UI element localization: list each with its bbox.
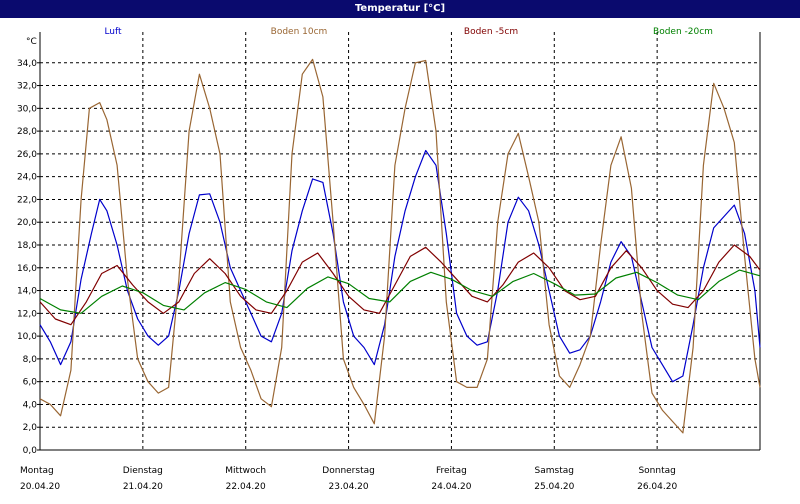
x-weekday-label: Freitag (436, 466, 467, 476)
y-tick-label: 8,0 (23, 355, 38, 365)
legend-entry: Boden -20cm (653, 27, 713, 37)
chart-title: Temperatur [°C] (0, 0, 800, 18)
y-tick-label: 20,0 (17, 218, 37, 228)
y-tick-label: 6,0 (23, 378, 38, 388)
temperature-chart: 0,0 2,0 4,0 6,0 8,0 10,0 12,0 14,0 16,0 18,0 20,0 2… (17, 27, 761, 492)
y-tick-label: 16,0 (17, 264, 37, 274)
x-date-label: 21.04.20 (123, 482, 163, 492)
series-line (39, 149, 761, 383)
x-weekday-label: Donnerstag (322, 466, 375, 476)
y-tick-label: 32,0 (17, 82, 37, 92)
series-line (39, 58, 761, 434)
x-weekday-label: Mittwoch (225, 466, 266, 476)
y-tick-label: 24,0 (17, 173, 37, 183)
x-weekday-label: Sonntag (638, 466, 675, 476)
x-date-label: 22.04.20 (226, 482, 266, 492)
x-date-label: 26.04.20 (637, 482, 677, 492)
y-tick-label: 18,0 (17, 241, 37, 251)
legend-entry: Luft (104, 27, 122, 37)
x-date-label: 25.04.20 (534, 482, 574, 492)
series-line (39, 269, 761, 314)
x-weekday-label: Montag (20, 466, 54, 476)
y-tick-label: 10,0 (17, 332, 37, 342)
y-tick-label: 4,0 (23, 400, 38, 410)
y-tick-label: 22,0 (17, 195, 37, 205)
y-tick-label: 26,0 (17, 150, 37, 160)
x-weekday-label: Dienstag (123, 466, 163, 476)
y-tick-label: 12,0 (17, 309, 37, 319)
y-tick-label: 2,0 (23, 423, 38, 433)
series-line (39, 244, 761, 326)
legend-entry: Boden -5cm (464, 27, 518, 37)
y-tick-label: 34,0 (17, 59, 37, 69)
x-date-label: 23.04.20 (329, 482, 369, 492)
y-axis-unit: °C (26, 37, 37, 47)
x-weekday-label: Samstag (535, 466, 574, 476)
y-tick-label: 28,0 (17, 127, 37, 137)
y-tick-label: 14,0 (17, 287, 37, 297)
x-date-label: 20.04.20 (20, 482, 60, 492)
legend-entry: Boden 10cm (271, 27, 328, 37)
x-date-label: 24.04.20 (431, 482, 471, 492)
chart-area: 0,0 2,0 4,0 6,0 8,0 10,0 12,0 14,0 16,0 18,0 20,0 2… (0, 18, 800, 500)
y-tick-label: 0,0 (23, 446, 38, 456)
y-tick-label: 30,0 (17, 104, 37, 114)
